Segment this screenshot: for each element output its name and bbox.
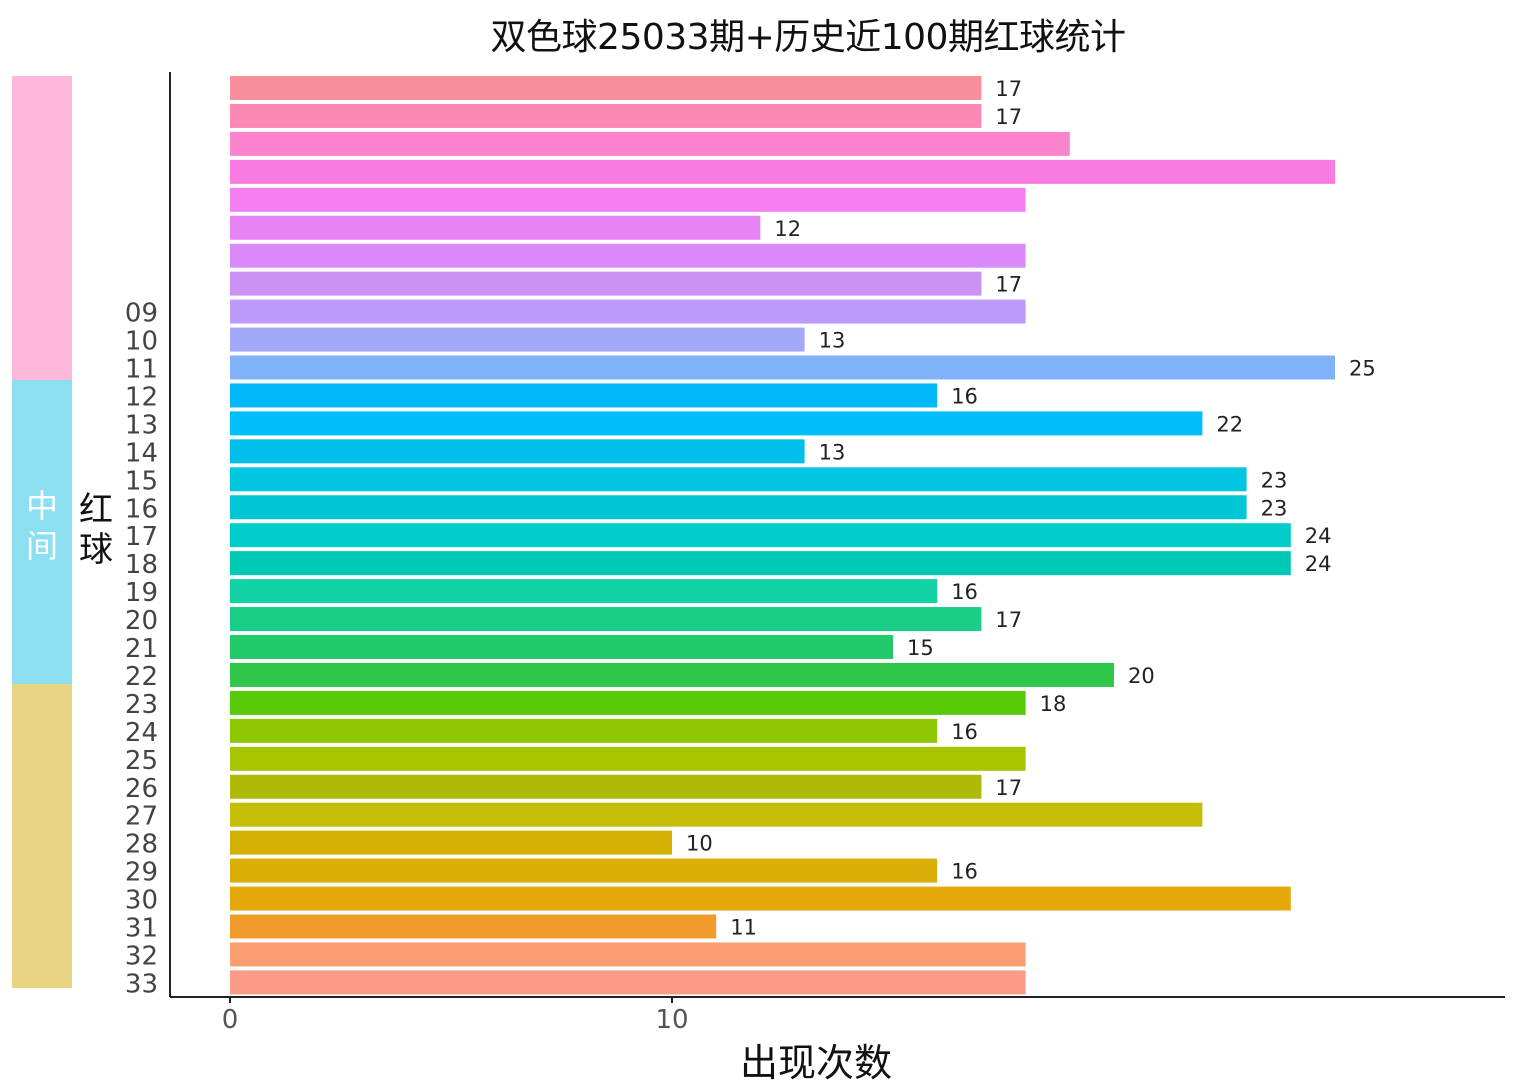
data-label-18: 24 (1305, 552, 1332, 576)
bar-25 (230, 746, 1026, 771)
data-label-28: 10 (686, 832, 713, 856)
y-axis-label: 红球 (79, 490, 113, 570)
bar-07 (230, 243, 1026, 268)
data-label-16: 23 (1261, 496, 1288, 520)
bar-23 (230, 690, 1026, 715)
data-label-22: 20 (1128, 664, 1155, 688)
bar-17 (230, 523, 1291, 548)
bar-12 (230, 383, 938, 408)
data-label-06: 12 (774, 217, 801, 241)
bar-31 (230, 914, 717, 939)
chart-title: 双色球25033期+历史近100期红球统计 (490, 17, 1126, 58)
x-tick-label-0: 0 (222, 1005, 239, 1035)
data-label-01: 17 (995, 77, 1022, 101)
y-tick-label-30: 30 (125, 886, 158, 916)
y-tick-label-26: 26 (125, 774, 158, 804)
bar-26 (230, 774, 982, 799)
data-label-12: 16 (951, 384, 978, 408)
data-label-20: 17 (995, 608, 1022, 632)
bar-06 (230, 215, 761, 240)
y-tick-label-23: 23 (125, 690, 158, 720)
bar-27 (230, 802, 1203, 827)
y-tick-label-29: 29 (125, 858, 158, 888)
data-label-24: 16 (951, 720, 978, 744)
y-tick-label-24: 24 (125, 718, 158, 748)
bar-05 (230, 187, 1026, 212)
bar-02 (230, 103, 982, 128)
bar-29 (230, 858, 938, 883)
y-tick-label-14: 14 (125, 438, 158, 468)
zone-bottom (12, 684, 72, 988)
bar-21 (230, 635, 893, 659)
y-tick-label-28: 28 (125, 830, 158, 860)
data-label-23: 18 (1040, 692, 1067, 716)
data-label-08: 17 (995, 273, 1022, 297)
y-tick-label-19: 19 (125, 578, 158, 608)
bar-33 (230, 970, 1026, 995)
y-tick-label-32: 32 (125, 941, 158, 971)
data-label-21: 15 (907, 636, 934, 660)
bar-04 (230, 159, 1335, 184)
y-tick-label-15: 15 (125, 466, 158, 496)
data-label-17: 24 (1305, 524, 1332, 548)
y-tick-label-16: 16 (125, 494, 158, 524)
y-tick-label-09: 09 (125, 299, 158, 329)
data-label-13: 22 (1216, 412, 1243, 436)
bar-16 (230, 495, 1247, 520)
data-label-10: 13 (819, 329, 846, 353)
bar-15 (230, 467, 1247, 492)
bar-19 (230, 579, 938, 604)
bar-30 (230, 886, 1291, 911)
y-tick-label-10: 10 (125, 327, 158, 357)
y-tick-label-33: 33 (125, 969, 158, 999)
y-tick-label-11: 11 (125, 355, 158, 385)
y-tick-label-18: 18 (125, 550, 158, 580)
zone-middle (12, 380, 72, 684)
x-tick-label-10: 10 (655, 1005, 688, 1035)
y-tick-label-20: 20 (125, 606, 158, 636)
bar-10 (230, 327, 805, 352)
bar-24 (230, 718, 938, 743)
bar-09 (230, 299, 1026, 324)
data-label-11: 25 (1349, 357, 1376, 381)
y-tick-label-22: 22 (125, 662, 158, 692)
data-label-29: 16 (951, 860, 978, 884)
bar-20 (230, 607, 982, 632)
zone-label-middle: 中间 (25, 487, 58, 565)
bar-08 (230, 271, 982, 296)
bar-11 (230, 355, 1335, 380)
x-axis-label: 出现次数 (740, 1041, 893, 1085)
bar-14 (230, 439, 805, 464)
bar-13 (230, 411, 1203, 436)
data-label-14: 13 (819, 440, 846, 464)
y-tick-label-27: 27 (125, 802, 158, 832)
zone-bar (12, 76, 72, 988)
y-tick-label-12: 12 (125, 382, 158, 412)
bar-22 (230, 662, 1114, 687)
y-tick-label-31: 31 (125, 914, 158, 944)
data-label-15: 23 (1261, 468, 1288, 492)
zone-top (12, 76, 72, 380)
y-tick-label-17: 17 (125, 522, 158, 552)
y-tick-label-25: 25 (125, 746, 158, 776)
data-label-31: 11 (730, 916, 757, 940)
y-tick-label-21: 21 (125, 634, 158, 664)
data-label-19: 16 (951, 580, 978, 604)
bar-03 (230, 131, 1070, 156)
bar-18 (230, 551, 1291, 576)
data-label-02: 17 (995, 105, 1022, 129)
bar-01 (230, 76, 982, 100)
bar-28 (230, 830, 672, 855)
bar-32 (230, 942, 1026, 967)
y-tick-label-13: 13 (125, 410, 158, 440)
data-label-26: 17 (995, 776, 1022, 800)
